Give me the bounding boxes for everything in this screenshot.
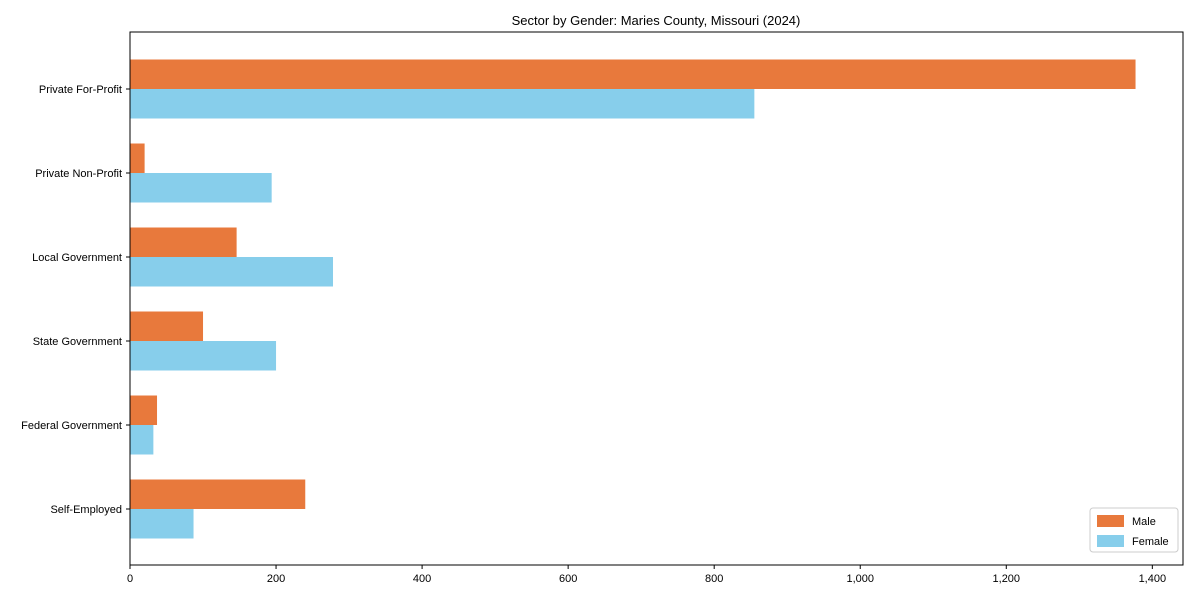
category-label: Self-Employed <box>50 504 122 516</box>
x-tick-label: 1,000 <box>846 573 874 585</box>
x-tick-label: 200 <box>267 573 285 585</box>
category-label: Private For-Profit <box>39 84 122 96</box>
bar-male-private-for-profit <box>130 59 1136 89</box>
x-tick-label: 1,200 <box>993 573 1021 585</box>
bar-male-self-employed <box>130 479 306 509</box>
x-tick-label: 600 <box>559 573 577 585</box>
legend-swatch-male <box>1097 515 1124 527</box>
bar-female-state-government <box>130 341 277 371</box>
bar-male-state-government <box>130 311 204 341</box>
x-tick-label: 1,400 <box>1139 573 1167 585</box>
bar-female-local-government <box>130 257 334 287</box>
bar-female-self-employed <box>130 509 194 539</box>
plot-border <box>129 31 1184 566</box>
bar-female-federal-government <box>130 425 154 455</box>
legend-label-female: Female <box>1132 536 1169 548</box>
bar-female-private-non-profit <box>130 173 272 203</box>
chart-content: Private For-Profit Private Non-Profit Loca… <box>21 31 1184 585</box>
legend-swatch-female <box>1097 535 1124 547</box>
x-tick-label: 800 <box>705 573 723 585</box>
category-label: Private Non-Profit <box>35 168 122 180</box>
category-label: State Government <box>33 336 122 348</box>
chart-title: Sector by Gender: Maries County, Missour… <box>512 13 801 28</box>
bar-female-private-for-profit <box>130 89 755 119</box>
category-label: Local Government <box>32 252 122 264</box>
x-tick-label: 400 <box>413 573 431 585</box>
legend-label-male: Male <box>1132 516 1156 528</box>
bar-male-local-government <box>130 227 237 257</box>
x-tick-label: 0 <box>127 573 133 585</box>
bar-male-private-non-profit <box>130 143 145 173</box>
bar-male-federal-government <box>130 395 158 425</box>
category-label: Federal Government <box>21 420 122 432</box>
